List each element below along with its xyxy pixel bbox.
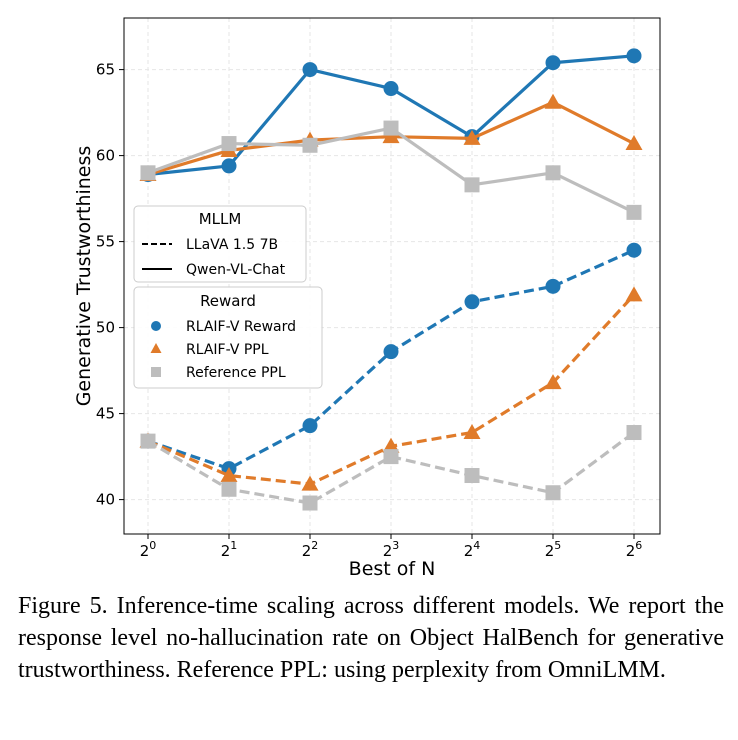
data-point xyxy=(625,286,643,302)
data-point xyxy=(626,242,642,258)
y-axis-label: Generative Trustworthiness xyxy=(73,146,95,407)
legend-circle-marker xyxy=(151,321,161,331)
data-point xyxy=(302,418,318,434)
data-point xyxy=(140,433,156,449)
data-point xyxy=(220,467,238,483)
data-point xyxy=(463,424,481,440)
x-tick-label: 25 xyxy=(545,539,562,560)
series-group xyxy=(139,48,643,511)
data-point xyxy=(221,158,237,174)
data-point xyxy=(464,468,480,484)
data-point xyxy=(301,475,319,491)
y-tick-label: 40 xyxy=(96,491,115,509)
data-point xyxy=(464,177,480,193)
data-point xyxy=(625,135,643,151)
data-point xyxy=(626,204,642,220)
legend-reward-item-rlaifv-ppl: RLAIF-V PPL xyxy=(186,342,269,358)
x-tick-label: 24 xyxy=(464,539,481,560)
data-point xyxy=(544,374,562,390)
data-point xyxy=(302,495,318,511)
legend-reward: Reward RLAIF-V Reward RLAIF-V PPL Refere… xyxy=(133,286,323,389)
data-point xyxy=(464,294,480,310)
data-point xyxy=(302,137,318,153)
y-tick-label: 60 xyxy=(96,147,115,165)
legend-reward-item-reference-ppl: Reference PPL xyxy=(186,365,286,381)
y-tick-label: 55 xyxy=(96,233,115,251)
x-tick-label: 22 xyxy=(302,539,319,560)
legend-reward-item-rlaifv-reward: RLAIF-V Reward xyxy=(186,319,296,335)
series-5 xyxy=(140,425,642,511)
data-point xyxy=(221,136,237,152)
legend-reward-box xyxy=(133,286,323,389)
data-point xyxy=(545,165,561,181)
legend-triangle-marker xyxy=(150,343,162,353)
legend-reward-title: Reward xyxy=(200,292,256,310)
x-tick-label: 21 xyxy=(221,539,238,560)
series-2 xyxy=(140,120,642,220)
data-point xyxy=(383,81,399,97)
data-point xyxy=(463,129,481,145)
data-point xyxy=(382,437,400,453)
data-point xyxy=(221,481,237,497)
data-point xyxy=(383,344,399,360)
legend-mllm-item-qwen: Qwen-VL-Chat xyxy=(186,262,286,278)
data-point xyxy=(545,55,561,71)
data-point xyxy=(140,165,156,181)
data-point xyxy=(544,93,562,109)
chart-container: 40 45 50 55 60 65 20 21 22 23 24 25 26 Best of N Gen… xyxy=(73,17,661,580)
legend-mllm-box xyxy=(133,205,307,283)
legend-square-marker xyxy=(151,367,161,377)
data-point xyxy=(382,128,400,144)
axes: 40 45 50 55 60 65 20 21 22 23 24 25 26 xyxy=(96,61,642,560)
data-point xyxy=(302,62,318,78)
data-point xyxy=(626,425,642,441)
data-point xyxy=(626,48,642,64)
legend-mllm-title: MLLM xyxy=(199,210,242,228)
plot-frame xyxy=(123,17,661,535)
y-tick-label: 45 xyxy=(96,405,115,423)
data-point xyxy=(545,278,561,294)
legend-mllm: MLLM LLaVA 1.5 7B Qwen-VL-Chat xyxy=(133,205,307,283)
x-tick-label: 20 xyxy=(140,539,157,560)
legend-mllm-item-llava: LLaVA 1.5 7B xyxy=(186,237,278,253)
line-chart: 40 45 50 55 60 65 20 21 22 23 24 25 26 Best of N Gen… xyxy=(73,17,661,580)
figure-caption: Figure 5. Inference-time scaling across … xyxy=(18,593,724,683)
x-axis-label: Best of N xyxy=(349,558,436,580)
data-point xyxy=(383,449,399,465)
y-tick-label: 50 xyxy=(96,319,115,337)
x-tick-label: 26 xyxy=(626,539,643,560)
data-point xyxy=(383,120,399,136)
x-tick-label: 23 xyxy=(383,539,400,560)
data-point xyxy=(545,485,561,501)
y-tick-label: 65 xyxy=(96,61,115,79)
